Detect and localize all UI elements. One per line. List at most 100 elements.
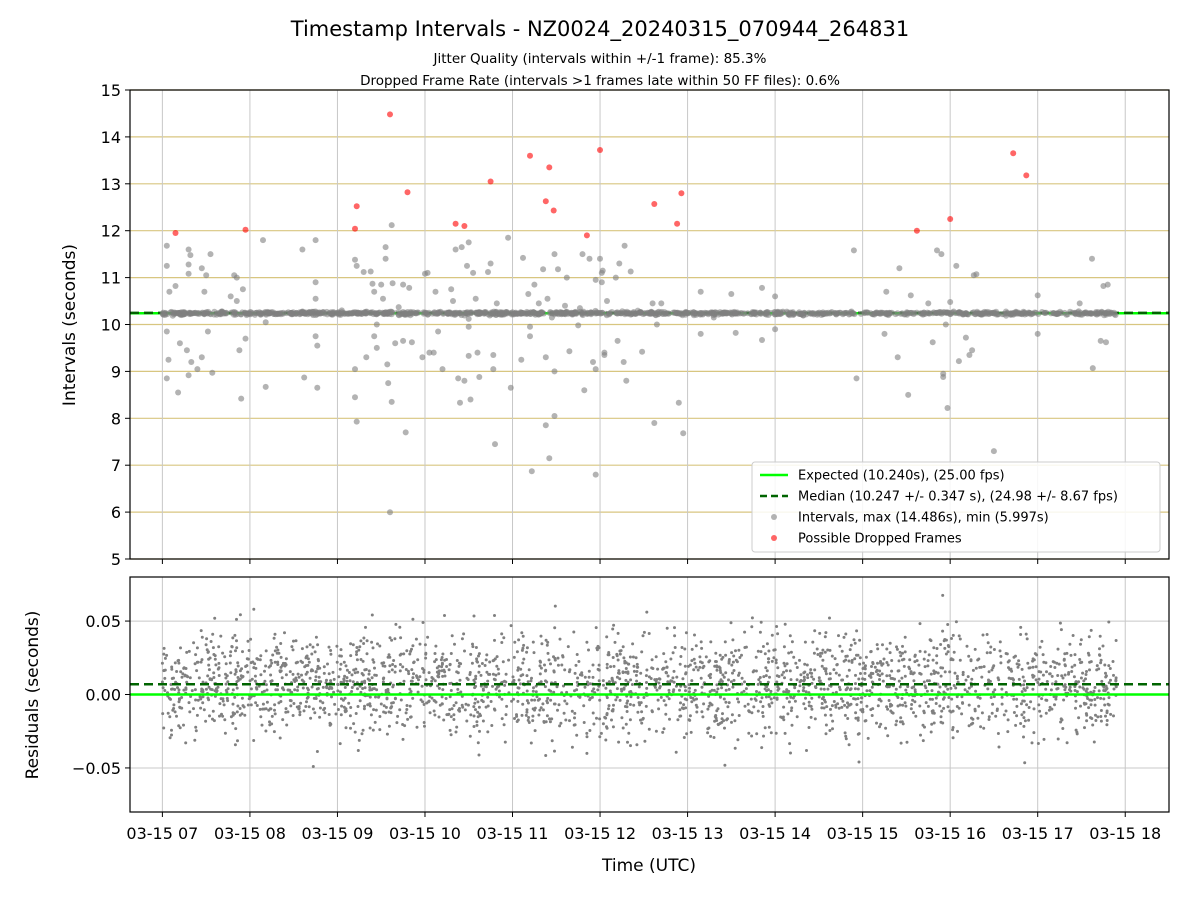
residual-point <box>848 743 851 746</box>
residual-point <box>689 664 692 667</box>
residual-point <box>328 713 331 716</box>
residual-point <box>723 698 726 701</box>
residual-point <box>212 671 215 674</box>
residual-point <box>822 696 825 699</box>
residual-point <box>276 652 279 655</box>
residual-point <box>274 633 277 636</box>
residual-point <box>1033 707 1036 710</box>
residual-point <box>910 703 913 706</box>
residual-point <box>904 705 907 708</box>
residual-point <box>309 717 312 720</box>
residual-point <box>935 654 938 657</box>
residual-point <box>609 690 612 693</box>
residual-point <box>935 697 938 700</box>
residual-point <box>633 670 636 673</box>
residual-point <box>586 735 589 738</box>
interval-point <box>622 243 628 249</box>
residual-point <box>622 670 625 673</box>
residual-point <box>740 654 743 657</box>
residual-point <box>232 688 235 691</box>
residual-point <box>1109 667 1112 670</box>
residual-point <box>1081 686 1084 689</box>
interval-point <box>562 303 568 309</box>
residual-point <box>395 721 398 724</box>
residual-point <box>1032 676 1035 679</box>
residual-point <box>309 643 312 646</box>
residual-point <box>364 686 367 689</box>
residual-point <box>824 635 827 638</box>
interval-point <box>464 263 470 269</box>
dropped-frame-point <box>453 221 459 227</box>
residual-point <box>738 672 741 675</box>
residual-point <box>950 698 953 701</box>
residual-point <box>766 669 769 672</box>
residual-point <box>480 674 483 677</box>
residual-point <box>527 680 530 683</box>
residual-point <box>604 739 607 742</box>
residual-point <box>328 646 331 649</box>
residual-point <box>857 716 860 719</box>
residual-point <box>411 697 414 700</box>
dropped-frame-point <box>947 216 953 222</box>
residual-point <box>666 680 669 683</box>
residual-point <box>901 697 904 700</box>
residual-point <box>849 688 852 691</box>
residual-point <box>1005 710 1008 713</box>
residual-point <box>989 651 992 654</box>
interval-point <box>508 385 514 391</box>
interval-point <box>625 311 631 317</box>
residual-point <box>333 703 336 706</box>
residual-point <box>917 664 920 667</box>
residual-point <box>962 671 965 674</box>
residual-point <box>796 666 799 669</box>
residual-point <box>450 652 453 655</box>
residual-point <box>741 677 744 680</box>
residual-point <box>370 713 373 716</box>
residual-point <box>731 638 734 641</box>
residual-point <box>1114 679 1117 682</box>
interval-point <box>1098 338 1104 344</box>
residual-point <box>617 659 620 662</box>
residual-point <box>968 704 971 707</box>
residual-point <box>518 679 521 682</box>
interval-point <box>361 269 367 275</box>
residual-point <box>848 669 851 672</box>
residual-point <box>210 640 213 643</box>
interval-point <box>234 298 240 304</box>
residual-point <box>266 701 269 704</box>
residual-point <box>563 712 566 715</box>
interval-point <box>566 348 572 354</box>
interval-point <box>371 289 377 295</box>
interval-point <box>893 311 899 317</box>
residual-point <box>890 659 893 662</box>
interval-point <box>1043 310 1049 316</box>
residual-point <box>352 643 355 646</box>
residual-point <box>737 649 740 652</box>
residual-point <box>546 714 549 717</box>
residual-point <box>733 679 736 682</box>
residual-point <box>198 676 201 679</box>
residual-point <box>982 634 985 637</box>
residual-point <box>164 657 167 660</box>
residual-point <box>959 659 962 662</box>
residual-point <box>803 676 806 679</box>
residual-point <box>185 675 188 678</box>
residual-point <box>846 675 849 678</box>
residual-point <box>292 648 295 651</box>
residual-point <box>782 706 785 709</box>
residual-point <box>825 667 828 670</box>
residual-point <box>635 743 638 746</box>
interval-point <box>680 430 686 436</box>
residual-point <box>517 666 520 669</box>
residual-point <box>367 678 370 681</box>
residual-point <box>965 679 968 682</box>
interval-point <box>404 312 410 318</box>
intervals-y-tick-label: 9 <box>111 362 121 381</box>
residual-point <box>201 701 204 704</box>
residual-point <box>1008 659 1011 662</box>
legend-label: Intervals, max (14.486s), min (5.997s) <box>798 511 1049 526</box>
residual-point <box>608 704 611 707</box>
residual-point <box>879 723 882 726</box>
residual-point <box>218 674 221 677</box>
residual-point <box>1013 656 1016 659</box>
